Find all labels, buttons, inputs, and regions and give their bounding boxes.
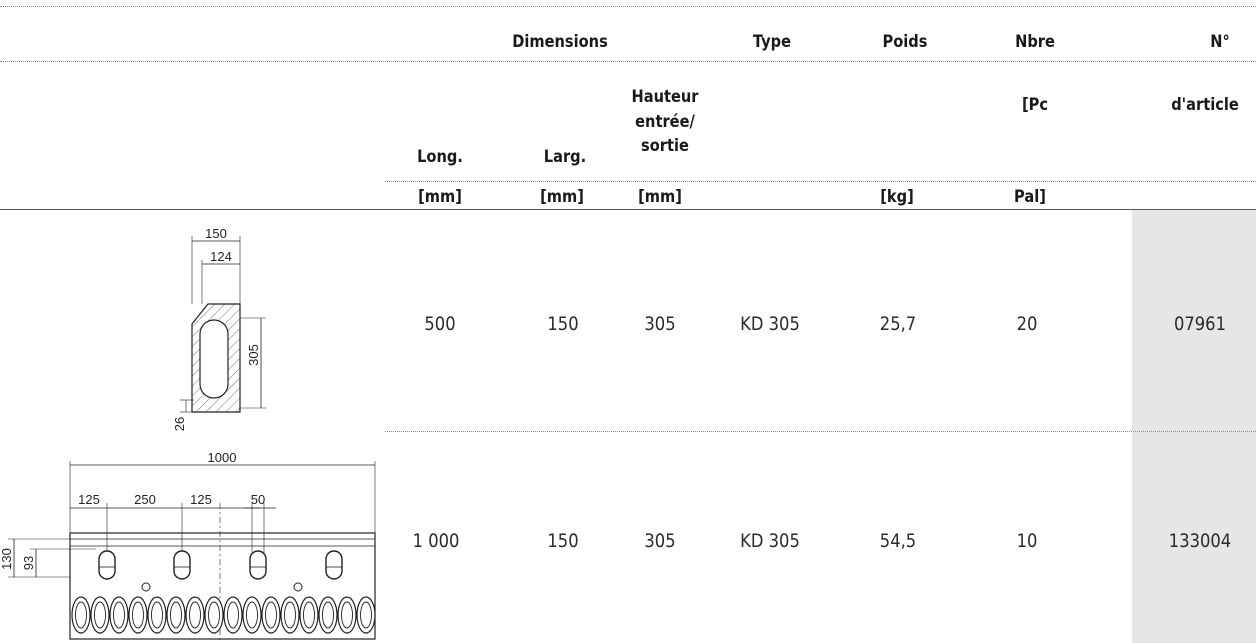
- header-rule-1: [0, 61, 1256, 62]
- unit-larg: [mm]: [540, 187, 584, 207]
- dim-inner-width: 124: [210, 249, 232, 264]
- dim-seg2: 250: [134, 492, 156, 507]
- header-article-no: N°: [1210, 32, 1230, 52]
- header-hauteur-line2: entrée/: [635, 112, 695, 132]
- row1-hauteur: 305: [644, 313, 676, 335]
- row2-article: 133004: [1168, 530, 1232, 552]
- header-rule-2: [385, 181, 1256, 182]
- row2-poids: 54,5: [879, 530, 917, 552]
- row2-nbre: 10: [1016, 530, 1038, 552]
- row1-larg: 150: [547, 313, 579, 335]
- header-poids: Poids: [882, 32, 928, 52]
- header-hauteur-line1: Hauteur: [631, 87, 699, 107]
- row2-type: KD 305: [740, 530, 800, 552]
- row1-long: 500: [424, 313, 456, 335]
- header-larg: Larg.: [543, 147, 587, 167]
- header-dimensions: Dimensions: [512, 32, 608, 52]
- dim-h2: 93: [21, 556, 36, 570]
- dim-seg4: 50: [251, 492, 265, 507]
- header-type: Type: [752, 32, 792, 52]
- header-nbre: Nbre: [1015, 32, 1055, 52]
- header-pc: [Pc: [1021, 95, 1049, 115]
- dim-seg1: 125: [78, 492, 100, 507]
- top-rule: [0, 6, 1256, 7]
- unit-pal: Pal]: [1014, 187, 1046, 207]
- dim-seg3: 125: [190, 492, 212, 507]
- row1-article: 07961: [1173, 313, 1226, 335]
- header-long: Long.: [417, 147, 463, 167]
- cross-section-drawing: 150 124 305 26: [172, 226, 266, 431]
- row2-larg: 150: [547, 530, 579, 552]
- side-elevation-drawing: 1000 125 250 125 50 130 93: [0, 450, 376, 643]
- dim-base: 26: [172, 417, 187, 431]
- unit-poids: [kg]: [880, 187, 914, 207]
- dim-height: 305: [246, 344, 261, 366]
- dim-h1: 130: [0, 548, 14, 570]
- row1-nbre: 20: [1016, 313, 1038, 335]
- header-article: d'article: [1171, 95, 1239, 115]
- dim-length: 1000: [208, 450, 237, 465]
- row2-hauteur: 305: [644, 530, 676, 552]
- unit-hauteur: [mm]: [638, 187, 682, 207]
- article-column-background: [1132, 210, 1256, 643]
- row1-poids: 25,7: [879, 313, 917, 335]
- header-bottom-rule: [0, 209, 1256, 210]
- row2-long: 1 000: [412, 530, 460, 552]
- header-hauteur-line3: sortie: [641, 136, 689, 156]
- unit-long: [mm]: [418, 187, 462, 207]
- row1-type: KD 305: [740, 313, 800, 335]
- dim-width: 150: [205, 226, 227, 241]
- row-separator: [385, 431, 1256, 432]
